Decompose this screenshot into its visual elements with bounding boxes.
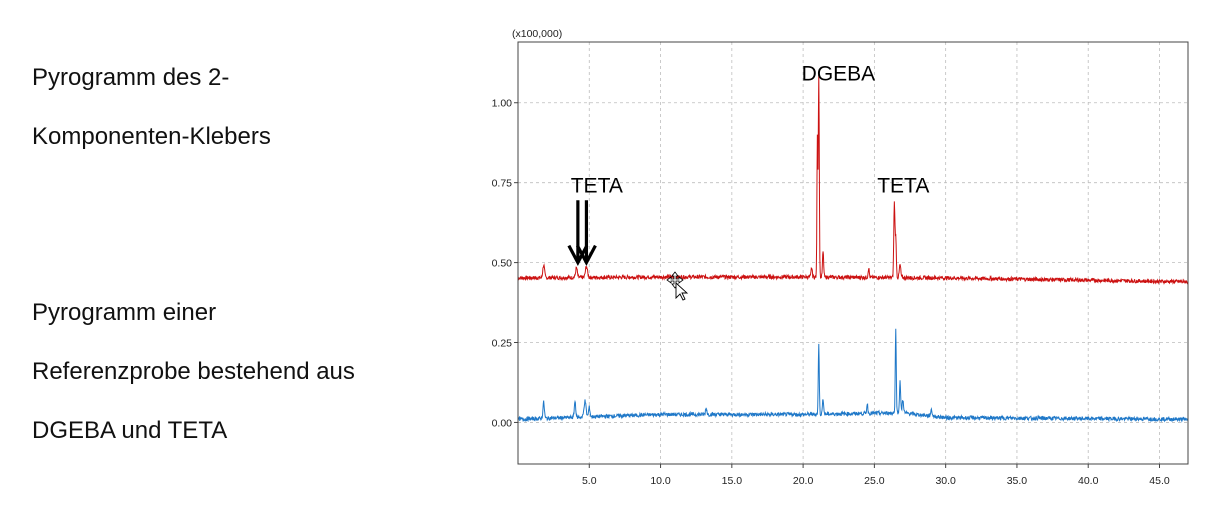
y-tick-label: 0.00 xyxy=(492,417,513,429)
x-tick-label: 30.0 xyxy=(935,475,956,487)
x-tick-label: 15.0 xyxy=(722,475,743,487)
move-cursor-icon xyxy=(666,271,689,301)
x-tick-label: 5.0 xyxy=(582,475,597,487)
annotations: DGEBA TETA TETA xyxy=(567,62,929,267)
caption-bottom-line2: Referenzprobe bestehend aus xyxy=(32,358,355,385)
y-multiplier-label: (x100,000) xyxy=(512,28,562,40)
caption-top-line1: Pyrogramm des 2- xyxy=(32,64,230,91)
caption-bottom-line3: DGEBA und TETA xyxy=(32,417,228,444)
caption-top-line2: Komponenten-Klebers xyxy=(32,123,271,150)
x-tick-label: 35.0 xyxy=(1007,475,1028,487)
y-tick-label: 0.75 xyxy=(492,178,513,190)
y-tick-label: 1.00 xyxy=(492,98,513,110)
x-tick-label: 20.0 xyxy=(793,475,814,487)
peak-annotation: TETA xyxy=(571,174,623,197)
series-layer xyxy=(517,73,1189,423)
arrow-down-icon xyxy=(576,200,597,267)
caption-bottom-line1: Pyrogramm einer xyxy=(32,299,217,326)
peak-annotation: DGEBA xyxy=(802,62,876,85)
y-tick-label: 0.50 xyxy=(492,258,513,270)
grid xyxy=(518,42,1188,464)
series-line-2 xyxy=(517,328,1189,423)
arrow-down-icon xyxy=(567,200,589,267)
x-tick-label: 40.0 xyxy=(1078,475,1099,487)
x-tick-label: 45.0 xyxy=(1149,475,1170,487)
series-line-1 xyxy=(517,73,1189,285)
y-tick-label: 0.25 xyxy=(492,338,513,350)
plot-frame xyxy=(517,41,1189,465)
peak-annotation: TETA xyxy=(877,174,929,197)
x-tick-label: 10.0 xyxy=(650,475,671,487)
x-tick-label: 25.0 xyxy=(864,475,885,487)
axes: (x100,000) 5.0 10.0 15.0 20.0 25.0 30.0 35.0 40… xyxy=(492,28,1189,487)
